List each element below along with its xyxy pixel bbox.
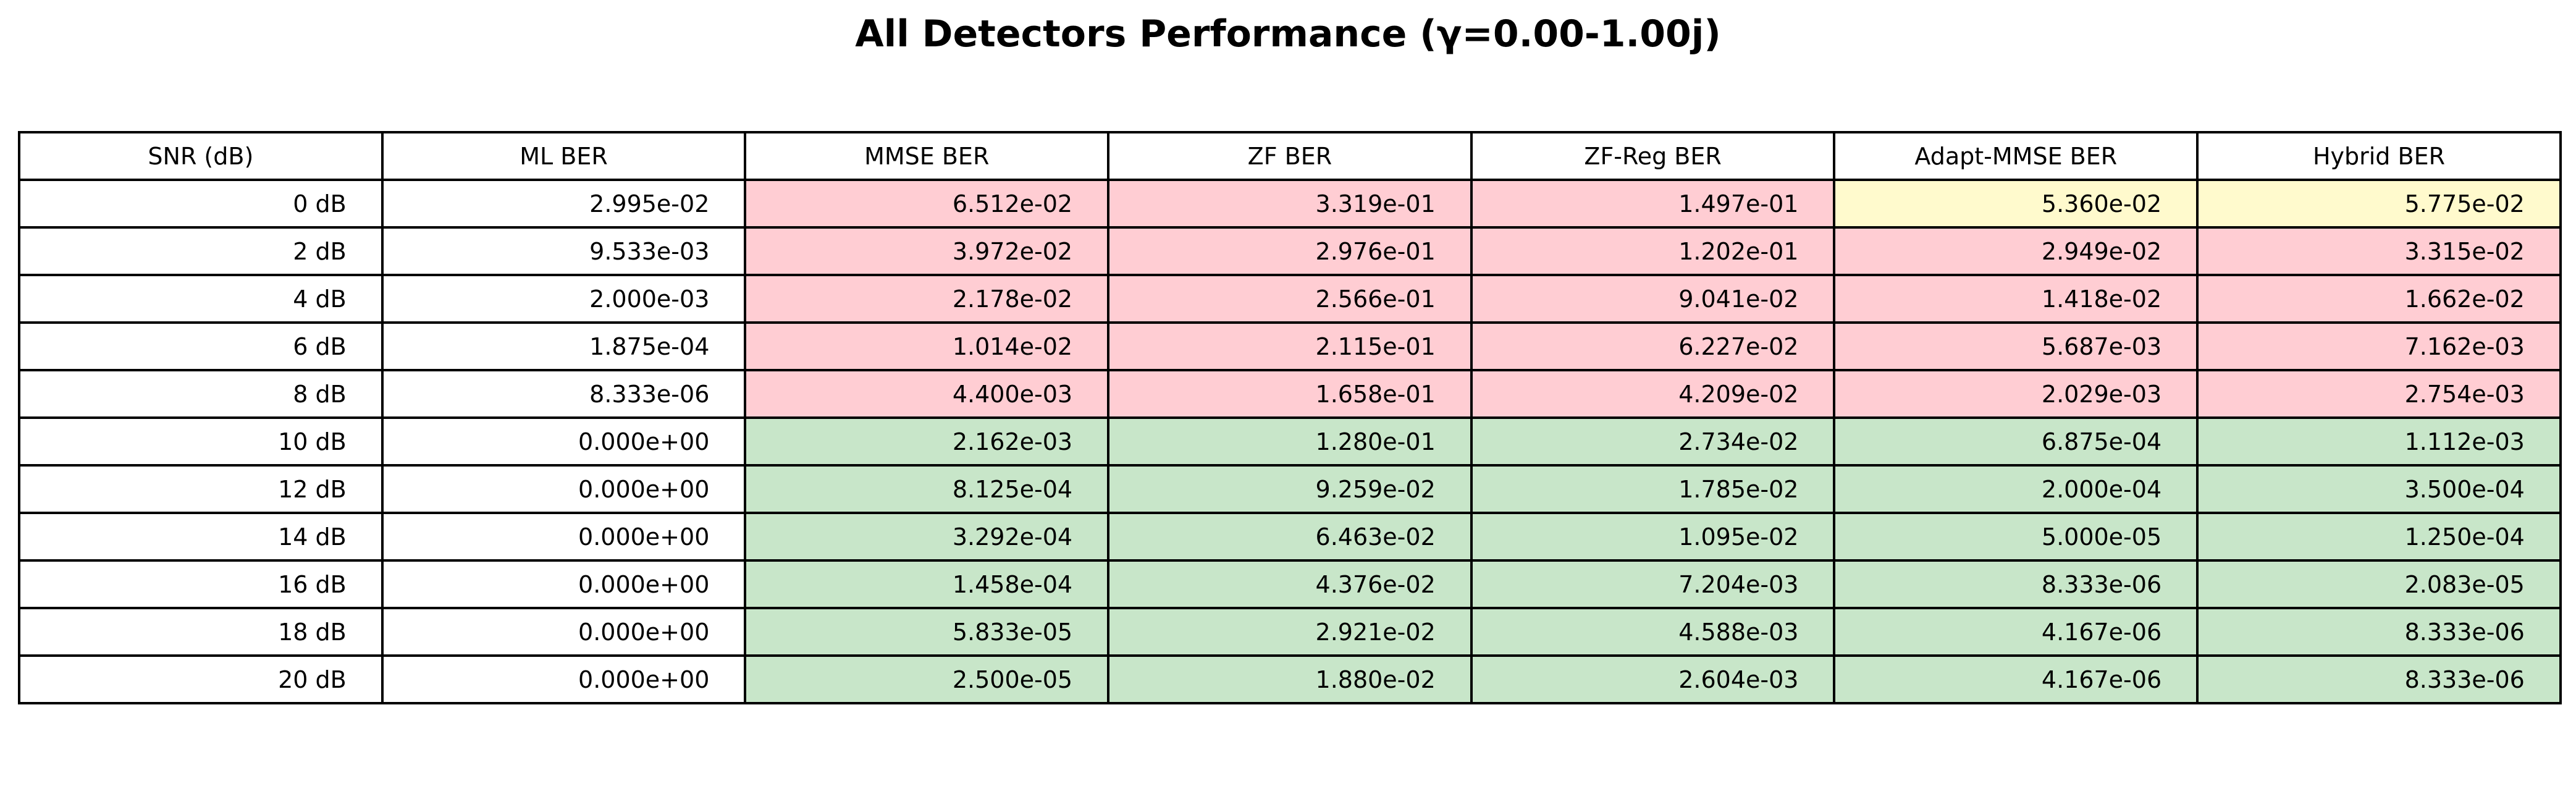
ber-cell: 3.972e-02 <box>744 226 1110 276</box>
snr-cell: 16 dB <box>18 559 384 609</box>
ber-cell: 2.115e-01 <box>1107 321 1473 371</box>
ber-cell: 0.000e+00 <box>381 654 747 704</box>
ber-cell: 1.014e-02 <box>744 321 1110 371</box>
ber-cell: 1.880e-02 <box>1107 654 1473 704</box>
ber-cell: 5.360e-02 <box>1833 179 2199 229</box>
table-row: 12 dB 0.000e+00 8.125e-04 9.259e-02 1.785e-0… <box>18 464 2562 514</box>
table-row: 8 dB 8.333e-06 4.400e-03 1.658e-01 4.209e-02… <box>18 369 2562 419</box>
snr-cell: 6 dB <box>18 321 384 371</box>
ber-cell: 8.333e-06 <box>2196 607 2562 657</box>
snr-cell: 8 dB <box>18 369 384 419</box>
ber-cell: 7.162e-03 <box>2196 321 2562 371</box>
ber-cell: 8.125e-04 <box>744 464 1110 514</box>
ber-cell: 6.463e-02 <box>1107 512 1473 562</box>
ber-cell: 1.280e-01 <box>1107 416 1473 467</box>
snr-cell: 2 dB <box>18 226 384 276</box>
ber-cell: 1.662e-02 <box>2196 274 2562 324</box>
snr-cell: 12 dB <box>18 464 384 514</box>
ber-cell: 1.418e-02 <box>1833 274 2199 324</box>
ber-cell: 1.875e-04 <box>381 321 747 371</box>
ber-cell: 8.333e-06 <box>381 369 747 419</box>
table-row: 20 dB 0.000e+00 2.500e-05 1.880e-02 2.604e-0… <box>18 654 2562 704</box>
table-body: 0 dB 2.995e-02 6.512e-02 3.319e-01 1.497e-01… <box>18 179 2562 704</box>
ber-cell: 0.000e+00 <box>381 559 747 609</box>
table-row: 10 dB 0.000e+00 2.162e-03 1.280e-01 2.734e-0… <box>18 416 2562 467</box>
snr-cell: 4 dB <box>18 274 384 324</box>
ber-cell: 2.000e-04 <box>1833 464 2199 514</box>
snr-cell: 18 dB <box>18 607 384 657</box>
chart-title: All Detectors Performance (γ=0.00-1.00j) <box>855 12 1721 56</box>
ber-cell: 6.875e-04 <box>1833 416 2199 467</box>
ber-cell: 2.949e-02 <box>1833 226 2199 276</box>
ber-cell: 2.566e-01 <box>1107 274 1473 324</box>
snr-cell: 10 dB <box>18 416 384 467</box>
ber-cell: 5.687e-03 <box>1833 321 2199 371</box>
ber-cell: 2.000e-03 <box>381 274 747 324</box>
ber-cell: 0.000e+00 <box>381 416 747 467</box>
column-header: ZF-Reg BER <box>1470 131 1836 181</box>
ber-cell: 1.250e-04 <box>2196 512 2562 562</box>
ber-cell: 4.376e-02 <box>1107 559 1473 609</box>
ber-cell: 4.209e-02 <box>1470 369 1836 419</box>
table-row: 2 dB 9.533e-03 3.972e-02 2.976e-01 1.202e-01… <box>18 226 2562 276</box>
ber-cell: 3.319e-01 <box>1107 179 1473 229</box>
ber-cell: 3.315e-02 <box>2196 226 2562 276</box>
ber-cell: 2.604e-03 <box>1470 654 1836 704</box>
ber-cell: 2.921e-02 <box>1107 607 1473 657</box>
ber-cell: 6.227e-02 <box>1470 321 1836 371</box>
ber-cell: 6.512e-02 <box>744 179 1110 229</box>
ber-cell: 3.500e-04 <box>2196 464 2562 514</box>
snr-cell: 14 dB <box>18 512 384 562</box>
table-header-row: SNR (dB) ML BER MMSE BER ZF BER ZF-Reg BER Ad… <box>18 131 2562 181</box>
ber-cell: 2.162e-03 <box>744 416 1110 467</box>
table-row: 0 dB 2.995e-02 6.512e-02 3.319e-01 1.497e-01… <box>18 179 2562 229</box>
table-row: 4 dB 2.000e-03 2.178e-02 2.566e-01 9.041e-02… <box>18 274 2562 324</box>
column-header: MMSE BER <box>744 131 1110 181</box>
table-row: 6 dB 1.875e-04 1.014e-02 2.115e-01 6.227e-02… <box>18 321 2562 371</box>
ber-cell: 1.458e-04 <box>744 559 1110 609</box>
ber-cell: 2.976e-01 <box>1107 226 1473 276</box>
ber-results-table: SNR (dB) ML BER MMSE BER ZF BER ZF-Reg BER Ad… <box>18 131 2562 704</box>
snr-cell: 20 dB <box>18 654 384 704</box>
ber-cell: 1.497e-01 <box>1470 179 1836 229</box>
ber-cell: 0.000e+00 <box>381 464 747 514</box>
table-row: 14 dB 0.000e+00 3.292e-04 6.463e-02 1.095e-0… <box>18 512 2562 562</box>
ber-cell: 2.995e-02 <box>381 179 747 229</box>
ber-cell: 4.167e-06 <box>1833 654 2199 704</box>
ber-cell: 2.734e-02 <box>1470 416 1836 467</box>
ber-cell: 5.775e-02 <box>2196 179 2562 229</box>
ber-cell: 8.333e-06 <box>1833 559 2199 609</box>
ber-cell: 2.178e-02 <box>744 274 1110 324</box>
ber-cell: 1.095e-02 <box>1470 512 1836 562</box>
column-header: Adapt-MMSE BER <box>1833 131 2199 181</box>
ber-cell: 7.204e-03 <box>1470 559 1836 609</box>
ber-cell: 4.400e-03 <box>744 369 1110 419</box>
ber-cell: 0.000e+00 <box>381 512 747 562</box>
ber-cell: 8.333e-06 <box>2196 654 2562 704</box>
ber-cell: 0.000e+00 <box>381 607 747 657</box>
ber-cell: 9.533e-03 <box>381 226 747 276</box>
column-header: SNR (dB) <box>18 131 384 181</box>
column-header: ZF BER <box>1107 131 1473 181</box>
ber-cell: 2.754e-03 <box>2196 369 2562 419</box>
ber-cell: 4.588e-03 <box>1470 607 1836 657</box>
ber-cell: 9.259e-02 <box>1107 464 1473 514</box>
ber-cell: 1.112e-03 <box>2196 416 2562 467</box>
ber-cell: 4.167e-06 <box>1833 607 2199 657</box>
ber-cell: 2.500e-05 <box>744 654 1110 704</box>
column-header: ML BER <box>381 131 747 181</box>
snr-cell: 0 dB <box>18 179 384 229</box>
ber-cell: 2.029e-03 <box>1833 369 2199 419</box>
ber-cell: 2.083e-05 <box>2196 559 2562 609</box>
column-header: Hybrid BER <box>2196 131 2562 181</box>
ber-cell: 5.000e-05 <box>1833 512 2199 562</box>
ber-cell: 1.202e-01 <box>1470 226 1836 276</box>
ber-cell: 1.785e-02 <box>1470 464 1836 514</box>
ber-cell: 5.833e-05 <box>744 607 1110 657</box>
table-row: 16 dB 0.000e+00 1.458e-04 4.376e-02 7.204e-0… <box>18 559 2562 609</box>
ber-cell: 9.041e-02 <box>1470 274 1836 324</box>
ber-cell: 1.658e-01 <box>1107 369 1473 419</box>
ber-cell: 3.292e-04 <box>744 512 1110 562</box>
table-row: 18 dB 0.000e+00 5.833e-05 2.921e-02 4.588e-0… <box>18 607 2562 657</box>
